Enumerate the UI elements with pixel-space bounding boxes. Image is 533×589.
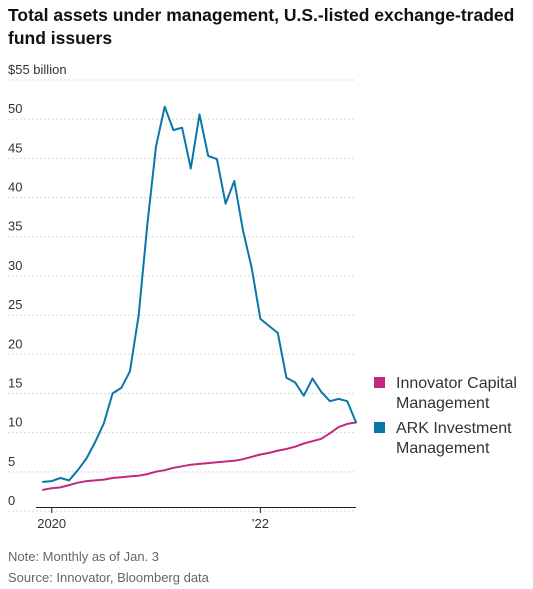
chart-note: Note: Monthly as of Jan. 3 <box>8 549 160 564</box>
y-axis-top-label: $55 billion <box>8 62 67 77</box>
y-tick-label: 10 <box>8 415 22 430</box>
x-tick-label: ’22 <box>252 516 269 531</box>
y-tick-label: 15 <box>8 375 22 390</box>
series-line <box>42 105 357 483</box>
y-tick-label: 25 <box>8 297 22 312</box>
gridlines <box>8 79 356 512</box>
y-tick-label: 20 <box>8 336 22 351</box>
legend-label: Innovator Capital Management <box>396 375 517 412</box>
chart-source: Source: Innovator, Bloomberg data <box>8 570 209 585</box>
y-axis-tick-labels: $55 billion 0 5 10 15 20 25 30 35 40 45 50 <box>8 62 67 508</box>
y-tick-label: 30 <box>8 258 22 273</box>
legend: Innovator Capital Management ARK Investmen… <box>374 375 517 457</box>
y-tick-label: 0 <box>8 493 15 508</box>
y-tick-label: 5 <box>8 454 15 469</box>
series-lines <box>42 105 357 491</box>
x-axis: 2020 ’22 <box>36 507 356 531</box>
y-tick-label: 35 <box>8 219 22 234</box>
y-tick-label: 40 <box>8 180 22 195</box>
chart-title: Total assets under management, U.S.-list… <box>8 5 515 48</box>
legend-swatch <box>374 422 385 433</box>
series-line <box>42 421 357 491</box>
y-tick-label: 45 <box>8 140 22 155</box>
y-tick-label: 50 <box>8 101 22 116</box>
legend-label: ARK Investment Management <box>396 420 512 457</box>
x-tick-label: 2020 <box>37 516 66 531</box>
legend-swatch <box>374 377 385 388</box>
